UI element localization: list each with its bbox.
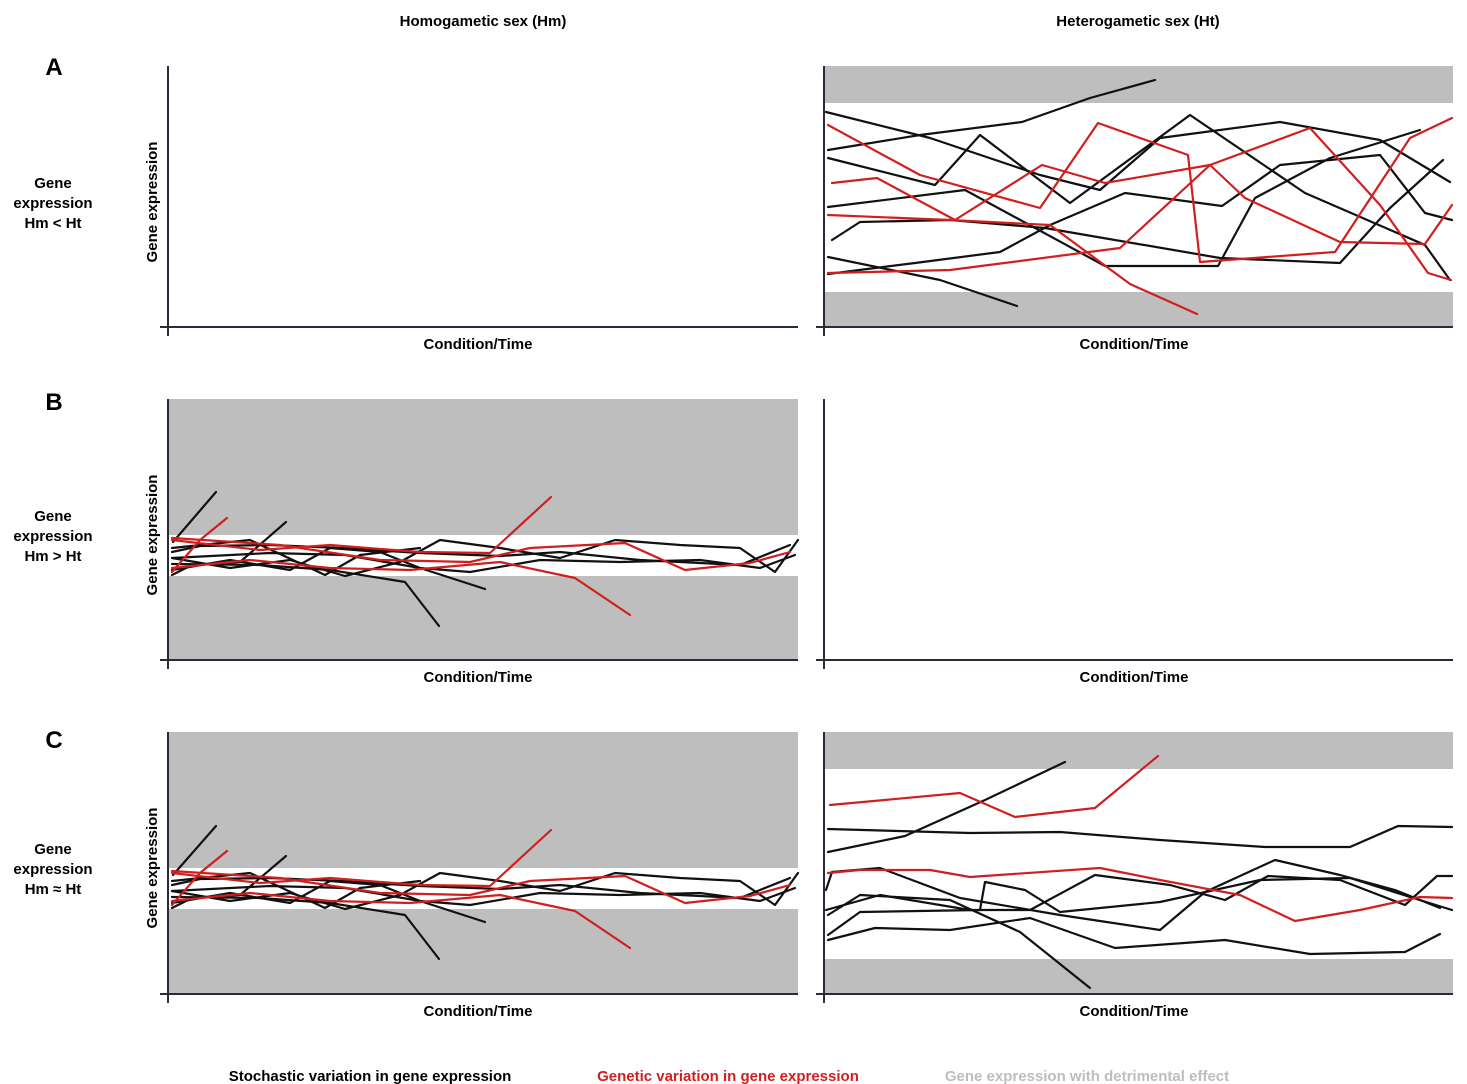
panel-b-ht: Condition/Time [816, 399, 1453, 686]
panel-a-hm: Gene expression Condition/Time [144, 66, 798, 353]
column-title-heterogametic: Heterogametic sex (Ht) [1056, 13, 1219, 30]
trace-genetic [170, 849, 229, 907]
trace-genetic [830, 126, 1453, 282]
detrimental-band-upper [824, 732, 1453, 769]
trace-stochastic [826, 128, 1422, 268]
svg-text:Gene: Gene [34, 841, 72, 858]
row-label-c: Gene expression Hm ≈ Ht [13, 841, 92, 898]
x-axis-label: Condition/Time [1080, 669, 1189, 686]
trace-genetic [170, 495, 553, 555]
y-axis-label: Gene expression [144, 142, 161, 263]
trace-stochastic [826, 255, 1019, 308]
trace-stochastic [170, 871, 422, 910]
x-axis-label: Condition/Time [424, 336, 533, 353]
panel-c-ht: Condition/Time [816, 732, 1454, 1020]
panel-c-hm: Gene expression Condition/Time [144, 732, 800, 1020]
trace-genetic [170, 828, 553, 888]
trace-genetic [826, 866, 1454, 923]
svg-text:expression: expression [13, 861, 92, 878]
trace-stochastic [170, 562, 441, 628]
trace-stochastic [170, 546, 797, 574]
x-axis-label: Condition/Time [1080, 1003, 1189, 1020]
trace-stochastic [170, 876, 792, 900]
trace-stochastic [826, 824, 1454, 849]
x-axis-label: Condition/Time [424, 669, 533, 686]
panel-letter-c: C [45, 727, 62, 754]
trace-stochastic [170, 895, 441, 961]
panel-letter-a: A [45, 54, 62, 81]
trace-genetic [826, 213, 1199, 316]
legend-item-genetic: Genetic variation in gene expression [597, 1068, 859, 1084]
trace-stochastic [830, 158, 1445, 265]
x-axis-label: Condition/Time [424, 1003, 533, 1020]
trace-stochastic [826, 113, 1452, 282]
svg-text:expression: expression [13, 195, 92, 212]
trace-genetic [170, 516, 229, 574]
detrimental-band-upper [168, 732, 798, 868]
trace-stochastic [826, 78, 1157, 152]
svg-text:Gene: Gene [34, 175, 72, 192]
y-axis-label: Gene expression [144, 475, 161, 596]
column-title-homogametic: Homogametic sex (Hm) [400, 13, 567, 30]
legend: Stochastic variation in gene expression … [229, 1068, 1229, 1084]
row-label-a: Gene expression Hm < Ht [13, 175, 92, 232]
detrimental-band-lower [168, 909, 798, 994]
legend-item-detrimental: Gene expression with detrimental effect [945, 1068, 1229, 1084]
trace-genetic [170, 869, 792, 905]
x-axis-label: Condition/Time [1080, 336, 1189, 353]
trace-genetic [828, 754, 1160, 819]
trace-genetic [826, 116, 1454, 264]
detrimental-band-lower [824, 959, 1453, 994]
trace-stochastic [171, 824, 218, 877]
trace-genetic [170, 891, 632, 950]
panel-b-hm: Gene expression Condition/Time [144, 399, 800, 686]
panel-letter-b: B [45, 389, 62, 416]
legend-item-stochastic: Stochastic variation in gene expression [229, 1068, 512, 1084]
detrimental-band-lower [168, 576, 798, 660]
y-axis-label: Gene expression [144, 808, 161, 929]
trace-stochastic [826, 893, 1092, 990]
row-label-b: Gene expression Hm > Ht [13, 508, 92, 565]
trace-stochastic [826, 916, 1442, 956]
svg-text:expression: expression [13, 528, 92, 545]
detrimental-band-upper [168, 399, 798, 535]
svg-text:Hm ≈ Ht: Hm ≈ Ht [25, 881, 82, 898]
trace-genetic [826, 163, 1454, 275]
trace-genetic [170, 536, 792, 572]
trace-genetic [170, 558, 632, 617]
svg-text:Gene: Gene [34, 508, 72, 525]
detrimental-band-lower [824, 292, 1453, 327]
trace-stochastic [170, 538, 800, 578]
svg-text:Hm > Ht: Hm > Ht [24, 548, 81, 565]
trace-stochastic [170, 871, 800, 911]
trace-stochastic [170, 543, 792, 567]
panel-a-ht: Condition/Time [816, 66, 1454, 353]
trace-stochastic [826, 876, 1454, 937]
svg-text:Hm < Ht: Hm < Ht [24, 215, 81, 232]
trace-stochastic [826, 760, 1067, 854]
trace-stochastic [170, 538, 422, 577]
trace-stochastic [170, 879, 797, 907]
trace-stochastic [824, 110, 1452, 192]
trace-stochastic [171, 490, 218, 544]
